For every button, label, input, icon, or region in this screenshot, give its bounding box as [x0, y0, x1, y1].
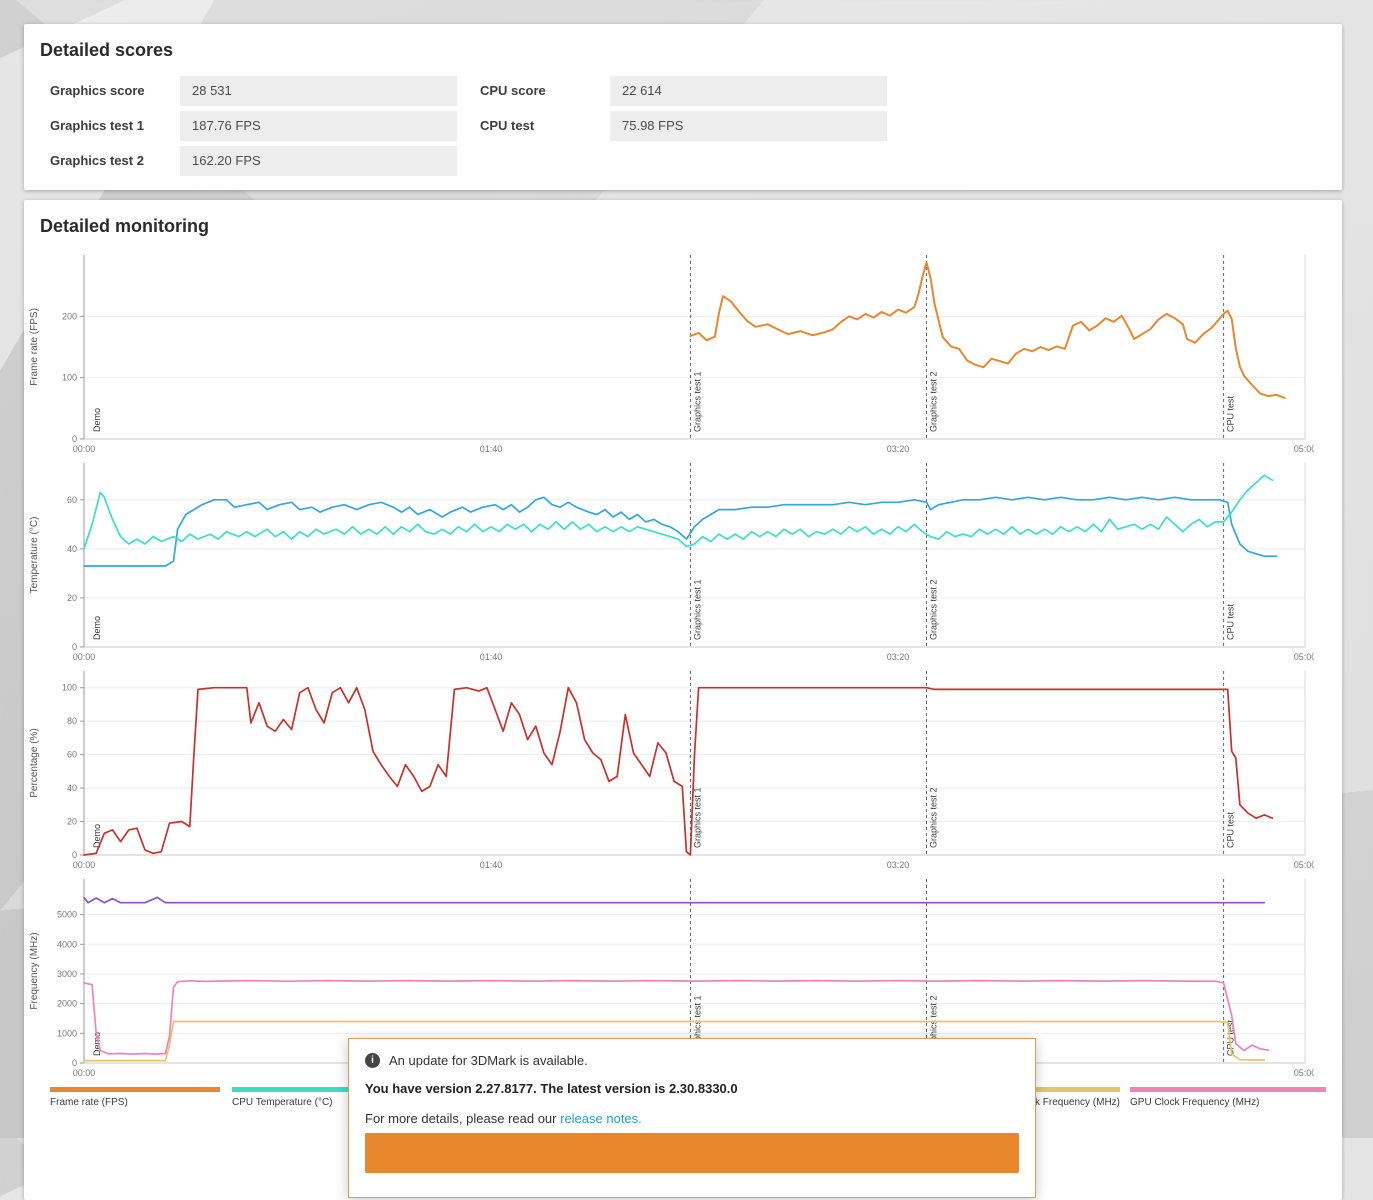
cpu-test-value: 75.98 FPS: [610, 110, 887, 141]
svg-text:05:00: 05:00: [1294, 860, 1314, 870]
svg-text:20: 20: [67, 593, 77, 603]
update-button[interactable]: [365, 1133, 1019, 1173]
legend-color-bar-turquoise: [232, 1087, 402, 1092]
svg-text:Demo: Demo: [92, 616, 102, 640]
svg-text:CPU test: CPU test: [1226, 1019, 1236, 1056]
svg-text:Demo: Demo: [92, 824, 102, 848]
svg-text:Graphics test 2: Graphics test 2: [928, 371, 938, 432]
svg-text:0: 0: [72, 850, 77, 860]
graphics-test-1-label: Graphics test 1: [50, 118, 144, 133]
legend-color-bar-yellow: [976, 1087, 1120, 1092]
svg-text:Graphics test 1: Graphics test 1: [692, 787, 702, 848]
score-row: Graphics test 2 162.20 FPS: [50, 143, 1342, 178]
legend-gpu-clock-frequency-label: GPU Clock Frequency (MHz): [1130, 1097, 1260, 1108]
svg-text:Temperature (°C): Temperature (°C): [29, 517, 40, 594]
svg-text:CPU test: CPU test: [1226, 603, 1236, 640]
details-text: For more details, please read our: [365, 1111, 561, 1126]
cpu-score-value: 22 614: [610, 75, 887, 106]
svg-text:0: 0: [72, 434, 77, 444]
svg-text:Demo: Demo: [92, 1032, 102, 1056]
svg-text:Frequency (MHz): Frequency (MHz): [29, 932, 40, 1009]
legend-clock-frequency-label: k Frequency (MHz): [1034, 1097, 1120, 1108]
release-notes-link[interactable]: release notes.: [560, 1111, 642, 1126]
svg-text:2000: 2000: [57, 999, 77, 1009]
charts-container: 0 100 200 00:00 01:40 03:20 05:00 Demo Graphics …: [24, 249, 1342, 1081]
legend-gpu-clock-frequency: GPU Clock Frequency (MHz): [1130, 1087, 1326, 1108]
update-dialog: i An update for 3DMark is available. You…: [348, 1038, 1036, 1198]
svg-text:Graphics test 2: Graphics test 2: [928, 787, 938, 848]
svg-text:CPU test: CPU test: [1226, 395, 1236, 432]
svg-text:03:20: 03:20: [887, 444, 910, 454]
legend-color-bar-pink: [1130, 1087, 1326, 1092]
chart-legend: Frame rate (FPS) CPU Temperature (°C) k …: [24, 1087, 1342, 1121]
legend-clock-frequency: k Frequency (MHz): [976, 1087, 1120, 1108]
svg-text:20: 20: [67, 817, 77, 827]
graphics-test-2-label: Graphics test 2: [50, 153, 144, 168]
svg-text:3000: 3000: [57, 969, 77, 979]
svg-text:Demo: Demo: [92, 408, 102, 432]
svg-text:40: 40: [67, 544, 77, 554]
cpu-score-label: CPU score: [480, 83, 546, 98]
svg-text:05:00: 05:00: [1294, 1068, 1314, 1078]
svg-text:05:00: 05:00: [1294, 652, 1314, 662]
legend-frame-rate: Frame rate (FPS): [50, 1087, 220, 1108]
info-icon: i: [365, 1052, 380, 1068]
svg-text:100: 100: [62, 683, 77, 693]
cpu-test-label: CPU test: [480, 118, 535, 133]
svg-text:05:00: 05:00: [1294, 444, 1314, 454]
svg-text:0: 0: [72, 642, 77, 652]
graphics-test-2-value: 162.20 FPS: [180, 145, 457, 176]
detailed-monitoring-title: Detailed monitoring: [40, 216, 210, 236]
detailed-scores-panel: Detailed scores Graphics score 28 531 CP…: [24, 24, 1342, 190]
graphics-score-value: 28 531: [180, 75, 457, 106]
svg-text:01:40: 01:40: [480, 652, 503, 662]
svg-text:1000: 1000: [57, 1028, 77, 1038]
detailed-scores-title: Detailed scores: [40, 40, 174, 60]
svg-text:Graphics test 1: Graphics test 1: [692, 579, 702, 640]
svg-text:0: 0: [72, 1058, 77, 1068]
svg-text:Frame rate (FPS): Frame rate (FPS): [29, 308, 40, 386]
graphics-test-1-value: 187.76 FPS: [180, 110, 457, 141]
detailed-monitoring-panel: Detailed monitoring 0 100 200 00:00 01:40 03:…: [24, 200, 1342, 1200]
legend-cpu-temperature: CPU Temperature (°C): [232, 1087, 402, 1108]
svg-text:60: 60: [67, 750, 77, 760]
frame-rate-chart: 0 100 200 00:00 01:40 03:20 05:00 Demo Graphics …: [29, 255, 1314, 454]
svg-text:01:40: 01:40: [480, 444, 503, 454]
svg-text:Graphics test 2: Graphics test 2: [928, 579, 938, 640]
svg-text:60: 60: [67, 495, 77, 505]
svg-text:00:00: 00:00: [73, 1068, 96, 1078]
svg-text:00:00: 00:00: [73, 860, 96, 870]
svg-text:Graphics test 2: Graphics test 2: [928, 995, 938, 1056]
svg-text:100: 100: [62, 373, 77, 383]
score-row: Graphics test 1 187.76 FPS CPU test 75.9…: [50, 108, 1342, 143]
legend-cpu-temperature-label: CPU Temperature (°C): [232, 1097, 333, 1108]
svg-text:03:20: 03:20: [887, 652, 910, 662]
details-line: For more details, please read our releas…: [365, 1111, 1019, 1129]
svg-text:40: 40: [67, 783, 77, 793]
temperature-chart: 0 20 40 60 00:00 01:40 03:20 05:00 Demo Graphics …: [29, 463, 1314, 662]
legend-frame-rate-label: Frame rate (FPS): [50, 1097, 128, 1108]
update-message-row: i An update for 3DMark is available.: [365, 1051, 1019, 1069]
svg-text:80: 80: [67, 716, 77, 726]
svg-text:Percentage (%): Percentage (%): [29, 728, 40, 797]
svg-text:00:00: 00:00: [73, 444, 96, 454]
svg-text:03:20: 03:20: [887, 860, 910, 870]
score-row: Graphics score 28 531 CPU score 22 614: [50, 73, 1342, 108]
scores-grid: Graphics score 28 531 CPU score 22 614 G…: [50, 73, 1342, 178]
svg-text:200: 200: [62, 311, 77, 321]
legend-color-bar-orange: [50, 1087, 220, 1092]
percentage-chart: 0 20 40 60 80 100 00:00 01:40 03:20 05:00 Demo Grap…: [29, 671, 1314, 870]
update-message: An update for 3DMark is available.: [389, 1052, 588, 1068]
svg-text:4000: 4000: [57, 939, 77, 949]
svg-text:01:40: 01:40: [480, 860, 503, 870]
version-info: You have version 2.27.8177. The latest v…: [365, 1081, 738, 1096]
svg-text:Graphics test 1: Graphics test 1: [692, 995, 702, 1056]
svg-text:CPU test: CPU test: [1226, 811, 1236, 848]
svg-text:5000: 5000: [57, 910, 77, 920]
svg-text:00:00: 00:00: [73, 652, 96, 662]
graphics-score-label: Graphics score: [50, 83, 145, 98]
svg-text:Graphics test 1: Graphics test 1: [692, 371, 702, 432]
